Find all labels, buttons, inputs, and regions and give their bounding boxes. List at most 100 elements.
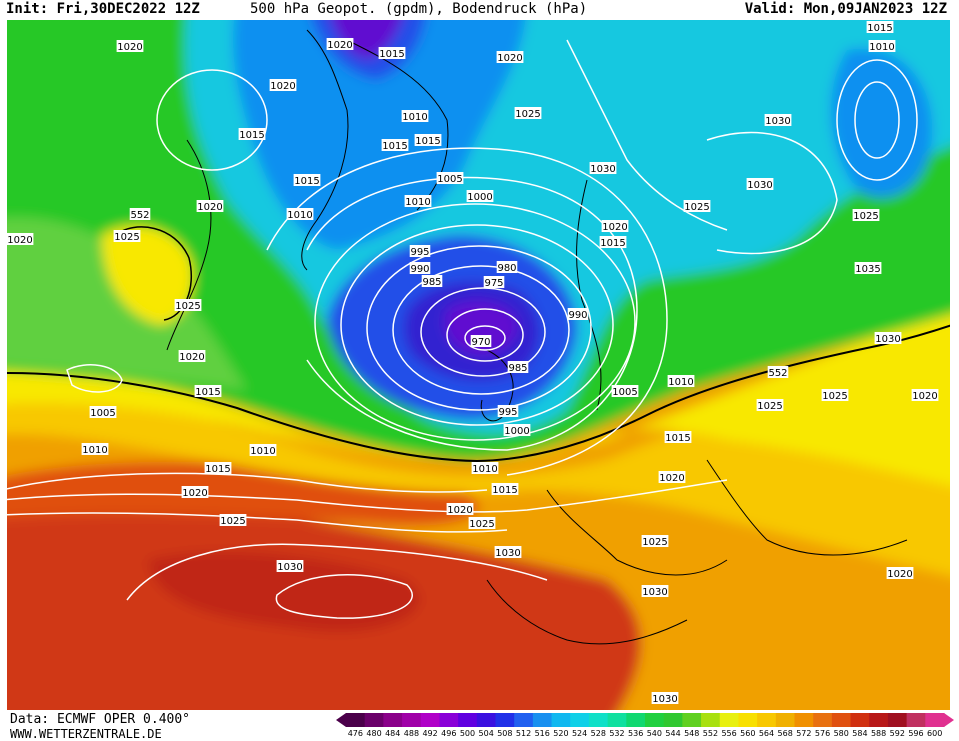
isobar-label: 1000	[503, 424, 531, 437]
isobar-label-box	[446, 503, 474, 515]
isobar-label-text: 1030	[765, 116, 790, 127]
isobar-1030-south	[275, 574, 413, 619]
isobar-label-box	[507, 361, 529, 373]
isobar-label-text: 970	[471, 337, 490, 348]
fill-yellow-blob-west	[102, 226, 193, 325]
legend-cell	[925, 713, 945, 727]
isobar-label-text: 995	[498, 407, 517, 418]
legend-label: 572	[796, 729, 812, 738]
isobar-985	[366, 245, 592, 411]
legend-label: 480	[366, 729, 382, 738]
isobar-label-box	[852, 209, 880, 221]
legend-label: 580	[833, 729, 849, 738]
isobar-label-text: 1020	[270, 81, 295, 92]
init-time: Init: Fri,30DEC2022 12Z	[6, 1, 200, 17]
isobar-label-text: 995	[410, 247, 429, 258]
isobar-label-box	[178, 350, 206, 362]
chart-header: Init: Fri,30DEC2022 12Z 500 hPa Geopot. …	[0, 0, 959, 20]
iberia-france-coast	[546, 489, 728, 576]
isobar-label: 1015	[378, 47, 406, 60]
isobar-label-box	[491, 483, 519, 495]
isobar-label-box	[746, 178, 774, 190]
isobar-label-box	[129, 208, 151, 220]
legend-label: 500	[459, 729, 476, 738]
norway-coast	[576, 179, 602, 411]
isobar-label-text: 1015	[415, 136, 440, 147]
isobar-label-box	[601, 220, 629, 232]
isobar-1030-east	[706, 131, 838, 255]
isobar-label: 1025	[756, 399, 784, 412]
isobar-label: 1000	[466, 190, 494, 203]
isobar-label-text: 1030	[642, 587, 667, 598]
isobar-990	[340, 224, 614, 426]
isobar-label-text: 1025	[822, 391, 847, 402]
isobar-label-text: 1015	[205, 464, 230, 475]
isobar-label-box	[286, 208, 314, 220]
isobar-label-text: 1010	[250, 446, 275, 457]
legend-cell	[346, 713, 366, 727]
legend-label: 512	[515, 729, 532, 738]
isobar-1010-east	[836, 59, 918, 181]
isobar-965	[464, 325, 506, 351]
isobar-label-text: 1010	[869, 42, 894, 53]
legend-label: 548	[684, 729, 700, 738]
isobar-label-box	[599, 236, 627, 248]
isobar-label-box	[378, 47, 406, 59]
legend-cell	[757, 713, 777, 727]
legend-label: 508	[497, 729, 513, 738]
isobar-label: 990	[409, 262, 431, 275]
isobar-label: 1005	[436, 172, 464, 185]
isobar-label: 1010	[401, 110, 429, 123]
isobar-label-text: 1005	[437, 174, 462, 185]
legend-label: 552	[702, 729, 719, 738]
isobar-label-text: 1020	[659, 473, 684, 484]
isobar-label-text: 1020	[179, 352, 204, 363]
legend-cell	[570, 713, 590, 727]
legend-arrow-left	[336, 713, 346, 727]
isobar-label: 1015	[194, 385, 222, 398]
legend-label: 588	[870, 729, 887, 738]
chart-footer: Data: ECMWF OPER 0.400° WWW.WETTERZENTRA…	[0, 710, 959, 741]
isobar-label: 1010	[286, 208, 314, 221]
isobar-label: 1005	[89, 406, 117, 419]
isobar-label-box	[611, 385, 639, 397]
fill-cyan-deep-greenland	[233, 20, 526, 250]
legend-cell	[383, 713, 403, 727]
isobar-label: 1025	[821, 389, 849, 402]
isobar-label-text: 1015	[665, 433, 690, 444]
isobar-label-text: 1020	[912, 391, 937, 402]
isobar-label-box	[238, 128, 266, 140]
isobar-label: 1025	[641, 535, 669, 548]
isobar-label: 990	[567, 308, 589, 321]
legend-label: 524	[571, 729, 588, 738]
isobar-label: 1020	[326, 38, 354, 51]
isobar-label: 1015	[204, 462, 232, 475]
map-canvas: 1020 1020 1015 1020 1015 1010 1020 1015 1010 1015…	[7, 20, 950, 710]
isobar-label-text: 1005	[612, 387, 637, 398]
isobar-label: 1010	[471, 462, 499, 475]
isobar-label-text: 985	[422, 277, 441, 288]
isobar-label: 1030	[651, 692, 679, 705]
isobar-label: 1015	[664, 431, 692, 444]
legend-cell	[532, 713, 553, 727]
isobar-label-text: 1020	[327, 40, 352, 51]
legend-cell	[476, 713, 496, 727]
isobar-label-box	[436, 172, 464, 184]
isobar-label-box	[641, 585, 669, 597]
legend-label: 584	[852, 729, 868, 738]
isobar-label-box	[276, 560, 304, 572]
legend-labels: 476 480 484 488 492 496 500 504 508 512 516 520 524 5…	[346, 729, 944, 739]
legend-label: 504	[478, 729, 494, 738]
legend-cell	[906, 713, 926, 727]
isobar-label-text: 990	[568, 310, 587, 321]
isobar-label-text: 1010	[668, 377, 693, 388]
fill-violet-core	[444, 301, 518, 355]
isobar-label: 985	[421, 275, 443, 288]
isobar-label-box	[409, 245, 431, 257]
isobar-label-box	[204, 462, 232, 474]
legend-label: 568	[777, 729, 793, 738]
isobar-label-box	[886, 567, 914, 579]
isobar-label-text: 1020	[497, 53, 522, 64]
color-legend	[336, 713, 954, 727]
isobar-label-box	[249, 444, 277, 456]
